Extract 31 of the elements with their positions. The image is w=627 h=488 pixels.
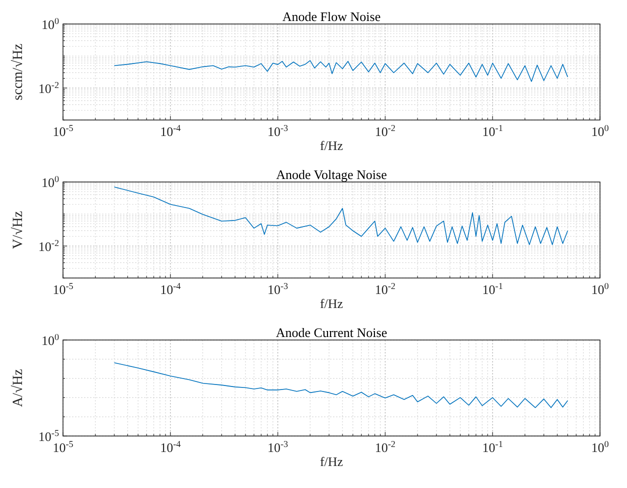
y-axis-title: A/√Hz	[10, 368, 26, 408]
x-tick-label: 10$^{-4}$	[160, 439, 182, 455]
y-tick-label: 10$^{0}$	[41, 174, 60, 190]
x-tick-label: 10$^{0}$	[591, 439, 610, 455]
x-tick-label: 10$^{0}$	[591, 123, 610, 139]
x-tick-label: 10$^{-3}$	[268, 123, 289, 139]
x-tick-label: 10$^{-5}$	[52, 123, 74, 139]
chart-title: Anode Current Noise	[276, 325, 388, 340]
y-axis-title: sccm/√Hz	[10, 44, 26, 100]
x-tick-label: 10$^{-4}$	[160, 281, 182, 297]
x-axis-title: f/Hz	[320, 296, 344, 311]
x-tick-label: 10$^{-1}$	[482, 281, 503, 297]
x-tick-label: 10$^{-4}$	[160, 123, 182, 139]
chart-title: Anode Flow Noise	[282, 9, 381, 24]
y-tick-label: 10$^{-2}$	[38, 80, 60, 96]
chart-title: Anode Voltage Noise	[276, 167, 388, 182]
x-tick-label: 10$^{-3}$	[268, 281, 289, 297]
x-tick-label: 10$^{0}$	[591, 281, 610, 297]
y-tick-label: 10$^{0}$	[41, 332, 60, 348]
y-tick-label: 10$^{-2}$	[38, 238, 60, 254]
y-axis-title: V/√Hz	[10, 210, 26, 250]
x-tick-label: 10$^{-2}$	[374, 439, 396, 455]
x-tick-label: 10$^{-1}$	[482, 123, 503, 139]
x-axis-title: f/Hz	[320, 138, 344, 153]
y-tick-label: 10$^{0}$	[41, 16, 60, 32]
x-tick-label: 10$^{-2}$	[374, 123, 396, 139]
x-tick-label: 10$^{-2}$	[374, 281, 396, 297]
x-tick-label: 10$^{-1}$	[482, 439, 503, 455]
x-tick-label: 10$^{-3}$	[268, 439, 289, 455]
x-axis-title: f/Hz	[320, 454, 344, 469]
x-tick-label: 10$^{-5}$	[52, 281, 74, 297]
